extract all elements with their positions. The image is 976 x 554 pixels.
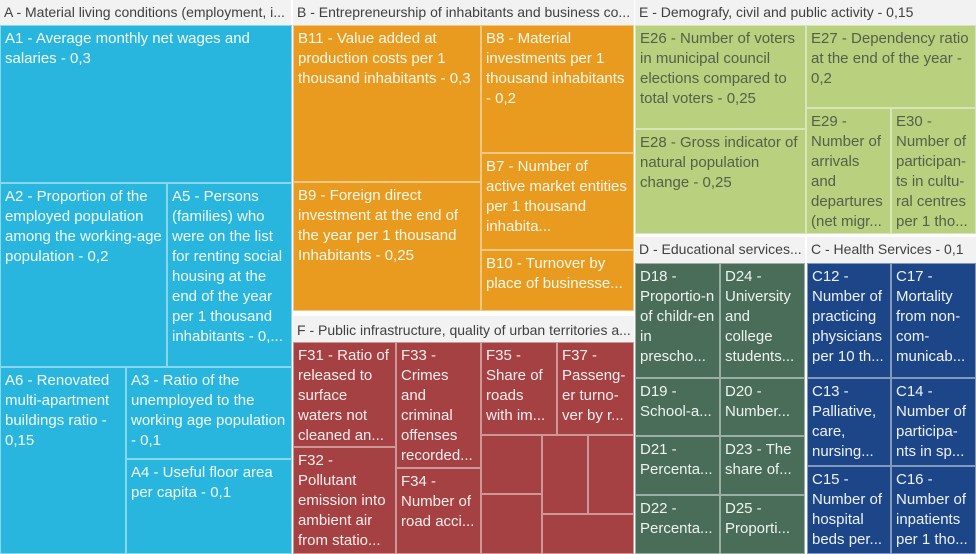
tile-c17[interactable]: C17 - Mortality from non-com-municab... xyxy=(891,263,976,378)
tile-f33[interactable]: F33 - Crimes and criminal offenses recor… xyxy=(396,342,481,468)
tile-b8[interactable]: B8 - Material investments per 1 thousand… xyxy=(481,25,634,153)
group-header-e[interactable]: E - Demografy, civil and public activity… xyxy=(635,0,976,25)
tile-c14[interactable]: C14 - Number of participa-nts in sp... xyxy=(891,378,976,466)
tile-b7[interactable]: B7 - Number of active market entities pe… xyxy=(481,153,634,250)
tile-e28[interactable]: E28 - Gross indicator of natural populat… xyxy=(635,129,806,234)
tile-c13[interactable]: C13 - Palliative, care, nursing... xyxy=(807,378,891,466)
tile-f31[interactable]: F31 - Ratio of released to surface water… xyxy=(293,342,396,447)
tile-f-unlabeled[interactable] xyxy=(542,514,634,554)
tile-a2[interactable]: A2 - Proportion of the employed populati… xyxy=(0,183,167,367)
tile-f-unlabeled[interactable] xyxy=(542,435,588,514)
tile-a3[interactable]: A3 - Ratio of the unemployed to the work… xyxy=(126,367,292,459)
tile-d20[interactable]: D20 - Number... xyxy=(720,378,805,436)
tile-b9[interactable]: B9 - Foreign direct investment at the en… xyxy=(293,182,481,311)
tile-e30[interactable]: E30 - Number of participan-ts in cultu-r… xyxy=(891,108,976,234)
tile-e27[interactable]: E27 - Dependency ratio at the end of the… xyxy=(806,25,976,108)
tile-e29[interactable]: E29 - Number of arrivals and departures … xyxy=(806,108,891,234)
tile-d24[interactable]: D24 - University and college students... xyxy=(720,263,805,378)
tile-f-unlabeled[interactable] xyxy=(481,494,542,554)
tile-a5[interactable]: A5 - Persons (families) who were on the … xyxy=(167,183,292,367)
tile-a6[interactable]: A6 - Renovated multi-apartment buildings… xyxy=(0,367,126,554)
group-header-f[interactable]: F - Public infrastructure, quality of ur… xyxy=(293,316,634,342)
tile-d19[interactable]: D19 - School-a... xyxy=(635,378,720,436)
tile-f35[interactable]: F35 - Share of roads with im... xyxy=(481,342,557,435)
tile-d23[interactable]: D23 - The share of... xyxy=(720,436,805,495)
tile-b10[interactable]: B10 - Turnover by place of businesse... xyxy=(481,250,634,311)
tile-f32[interactable]: F32 - Pollutant emission into ambient ai… xyxy=(293,447,396,554)
tile-f37[interactable]: F37 - Passeng-er turno-ver by r... xyxy=(557,342,634,435)
group-header-a[interactable]: A - Material living conditions (employme… xyxy=(0,0,291,25)
tile-a1[interactable]: A1 - Average monthly net wages and salar… xyxy=(0,25,292,183)
tile-a4[interactable]: A4 - Useful floor area per capita - 0,1 xyxy=(126,459,292,554)
tile-c15[interactable]: C15 - Number of hospital beds per... xyxy=(807,466,891,554)
tile-c12[interactable]: C12 - Number of practicing physicians pe… xyxy=(807,263,891,378)
group-header-b[interactable]: B - Entrepreneurship of inhabitants and … xyxy=(293,0,634,25)
group-header-d[interactable]: D - Educational services... xyxy=(635,237,805,263)
tile-d21[interactable]: D21 - Percenta... xyxy=(635,436,720,495)
tile-d25[interactable]: D25 - Proporti... xyxy=(720,495,805,554)
tile-b11[interactable]: B11 - Value added at production costs pe… xyxy=(293,25,481,182)
group-header-c[interactable]: C - Health Services - 0,1 xyxy=(807,237,976,263)
tile-f-unlabeled[interactable] xyxy=(588,435,634,514)
tile-e26[interactable]: E26 - Number of voters in municipal coun… xyxy=(635,25,806,129)
tile-f-unlabeled[interactable] xyxy=(481,435,542,494)
tile-f34[interactable]: F34 - Number of road acci... xyxy=(396,468,481,554)
tile-d22[interactable]: D22 - Percenta... xyxy=(635,495,720,554)
tile-c16[interactable]: C16 - Number of inpatients per 1 tho... xyxy=(891,466,976,554)
tile-d18[interactable]: D18 - Proportio-n of childr-en in presch… xyxy=(635,263,720,378)
